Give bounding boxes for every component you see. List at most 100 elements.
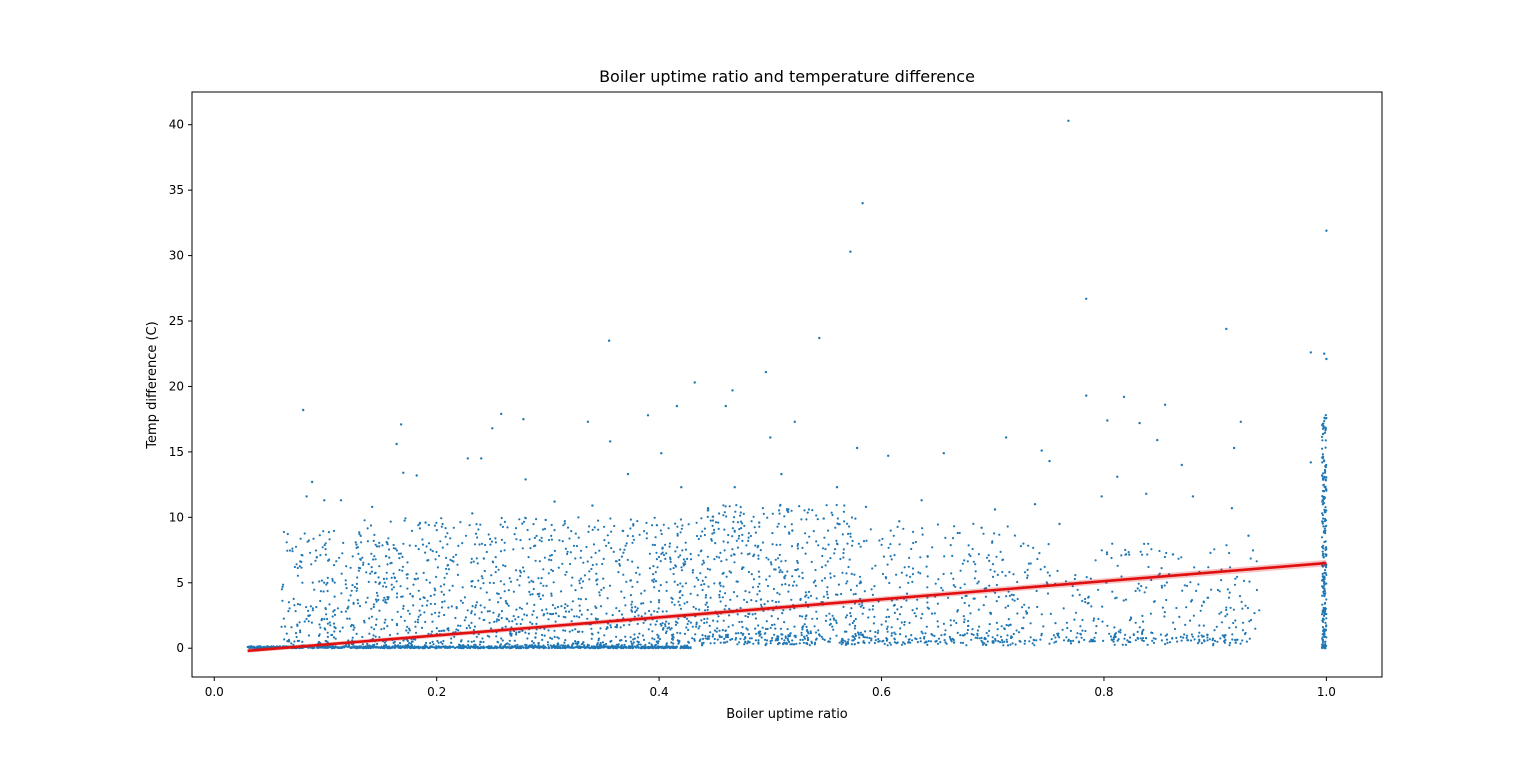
data-point [903, 566, 906, 569]
data-point [926, 555, 929, 558]
data-point [898, 586, 902, 589]
data-point [976, 582, 979, 585]
data-point [347, 639, 350, 642]
data-point [296, 574, 299, 577]
data-point [485, 550, 488, 554]
data-point [1029, 562, 1032, 565]
data-point [657, 636, 660, 639]
data-point [643, 647, 646, 650]
data-point [1069, 642, 1073, 645]
data-point [1229, 566, 1232, 569]
data-point [750, 599, 753, 602]
data-point [392, 543, 395, 547]
data-point [331, 615, 334, 618]
data-point [596, 618, 599, 621]
data-point [472, 640, 476, 643]
data-point [1208, 638, 1211, 641]
data-point [444, 646, 447, 649]
data-point [859, 631, 863, 634]
data-point [563, 522, 567, 525]
data-point [1216, 640, 1219, 643]
data-point [926, 643, 929, 647]
data-point [924, 632, 927, 635]
data-point [1213, 629, 1216, 632]
data-point [1023, 603, 1026, 606]
data-point [1153, 600, 1156, 603]
data-point [1258, 609, 1261, 612]
data-point [492, 561, 495, 564]
data-point [829, 637, 832, 640]
data-point [1192, 614, 1195, 617]
data-point [665, 610, 668, 613]
data-point [814, 584, 817, 588]
data-point [454, 553, 458, 556]
data-point [963, 601, 966, 605]
data-point [769, 642, 772, 645]
data-point [307, 634, 310, 637]
data-point [674, 565, 678, 568]
data-point [421, 543, 425, 546]
data-point [461, 542, 464, 545]
data-point [754, 612, 757, 615]
data-point [664, 625, 667, 628]
data-point [349, 594, 352, 597]
data-point [420, 646, 423, 649]
data-point [693, 639, 696, 642]
data-point [1022, 616, 1025, 619]
data-point [538, 560, 541, 563]
data-point [446, 627, 449, 631]
data-point [1229, 606, 1232, 609]
data-point [443, 576, 446, 579]
data-point [402, 607, 405, 610]
data-point [905, 599, 908, 602]
data-point [829, 576, 832, 579]
data-point [935, 639, 938, 643]
data-point [529, 593, 532, 596]
data-point [594, 551, 597, 555]
data-point [706, 567, 709, 571]
data-point [721, 629, 724, 632]
data-point [408, 629, 411, 632]
data-point [473, 585, 477, 589]
data-point [648, 567, 652, 570]
data-point [285, 541, 288, 544]
data-point [793, 625, 796, 628]
data-point [994, 591, 997, 595]
data-point [881, 537, 884, 541]
data-point [425, 604, 428, 607]
data-point [556, 605, 560, 609]
data-point [801, 628, 804, 631]
data-point [1248, 580, 1251, 583]
data-point [634, 605, 637, 609]
data-point [1094, 631, 1097, 635]
data-point [741, 566, 744, 569]
data-point [1219, 637, 1222, 640]
data-point [1076, 632, 1079, 635]
data-point [532, 641, 535, 645]
data-point [396, 632, 399, 635]
data-point [843, 520, 846, 523]
data-point [609, 626, 613, 629]
data-point [429, 642, 432, 645]
data-point [505, 646, 508, 649]
data-point [778, 512, 781, 515]
data-point [1006, 634, 1009, 637]
data-point [1040, 449, 1043, 452]
data-point [362, 645, 365, 648]
data-point [643, 530, 646, 533]
data-point [1216, 588, 1219, 592]
data-point [476, 562, 479, 565]
data-point [340, 646, 343, 649]
data-point [636, 580, 639, 584]
data-point [1323, 459, 1326, 462]
data-point [970, 638, 973, 641]
data-point [1050, 638, 1053, 641]
data-point [1207, 596, 1210, 599]
data-point [999, 641, 1002, 644]
data-point [1028, 640, 1031, 643]
data-point [1321, 439, 1324, 442]
data-point [424, 521, 427, 524]
data-point [410, 529, 414, 533]
data-point [1325, 509, 1328, 512]
